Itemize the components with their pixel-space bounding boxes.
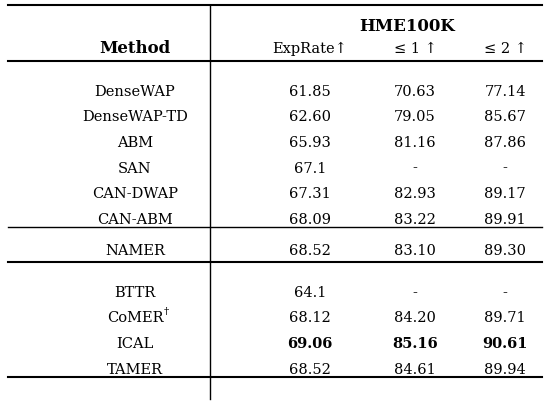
Text: 89.71: 89.71 <box>484 311 526 324</box>
Text: 85.67: 85.67 <box>484 110 526 124</box>
Text: ICAL: ICAL <box>116 336 153 350</box>
Text: †: † <box>163 306 169 315</box>
Text: 67.31: 67.31 <box>289 187 331 201</box>
Text: 81.16: 81.16 <box>394 136 436 149</box>
Text: Method: Method <box>100 40 170 57</box>
Text: 85.16: 85.16 <box>392 336 438 350</box>
Text: 89.17: 89.17 <box>484 187 526 201</box>
Text: 77.14: 77.14 <box>484 84 526 98</box>
Text: 89.91: 89.91 <box>484 212 526 226</box>
Text: CoMER: CoMER <box>107 311 163 324</box>
Text: -: - <box>412 285 417 299</box>
Text: 84.61: 84.61 <box>394 362 436 376</box>
Text: DenseWAP-TD: DenseWAP-TD <box>82 110 188 124</box>
Text: -: - <box>503 161 508 175</box>
Text: 62.60: 62.60 <box>289 110 331 124</box>
Text: ExpRate↑: ExpRate↑ <box>273 42 348 56</box>
Text: DenseWAP: DenseWAP <box>95 84 175 98</box>
Text: 83.22: 83.22 <box>394 212 436 226</box>
Text: 83.10: 83.10 <box>394 243 436 257</box>
Text: 69.06: 69.06 <box>287 336 333 350</box>
Text: 67.1: 67.1 <box>294 161 326 175</box>
Text: 61.85: 61.85 <box>289 84 331 98</box>
Text: SAN: SAN <box>118 161 152 175</box>
Text: 87.86: 87.86 <box>484 136 526 149</box>
Text: ABM: ABM <box>117 136 153 149</box>
Text: 70.63: 70.63 <box>394 84 436 98</box>
Text: 89.94: 89.94 <box>484 362 526 376</box>
Text: ≤ 1 ↑: ≤ 1 ↑ <box>394 42 437 56</box>
Text: CAN-DWAP: CAN-DWAP <box>92 187 178 201</box>
Text: BTTR: BTTR <box>114 285 156 299</box>
Text: 82.93: 82.93 <box>394 187 436 201</box>
Text: HME100K: HME100K <box>360 18 455 35</box>
Text: NAMER: NAMER <box>105 243 165 257</box>
Text: 68.52: 68.52 <box>289 243 331 257</box>
Text: 89.30: 89.30 <box>484 243 526 257</box>
Text: -: - <box>503 285 508 299</box>
Text: 68.09: 68.09 <box>289 212 331 226</box>
Text: 84.20: 84.20 <box>394 311 436 324</box>
Text: ≤ 2 ↑: ≤ 2 ↑ <box>483 42 526 56</box>
Text: CAN-ABM: CAN-ABM <box>97 212 173 226</box>
Text: 90.61: 90.61 <box>482 336 528 350</box>
Text: 79.05: 79.05 <box>394 110 436 124</box>
Text: 68.12: 68.12 <box>289 311 331 324</box>
Text: 65.93: 65.93 <box>289 136 331 149</box>
Text: TAMER: TAMER <box>107 362 163 376</box>
Text: 64.1: 64.1 <box>294 285 326 299</box>
Text: 68.52: 68.52 <box>289 362 331 376</box>
Text: -: - <box>412 161 417 175</box>
